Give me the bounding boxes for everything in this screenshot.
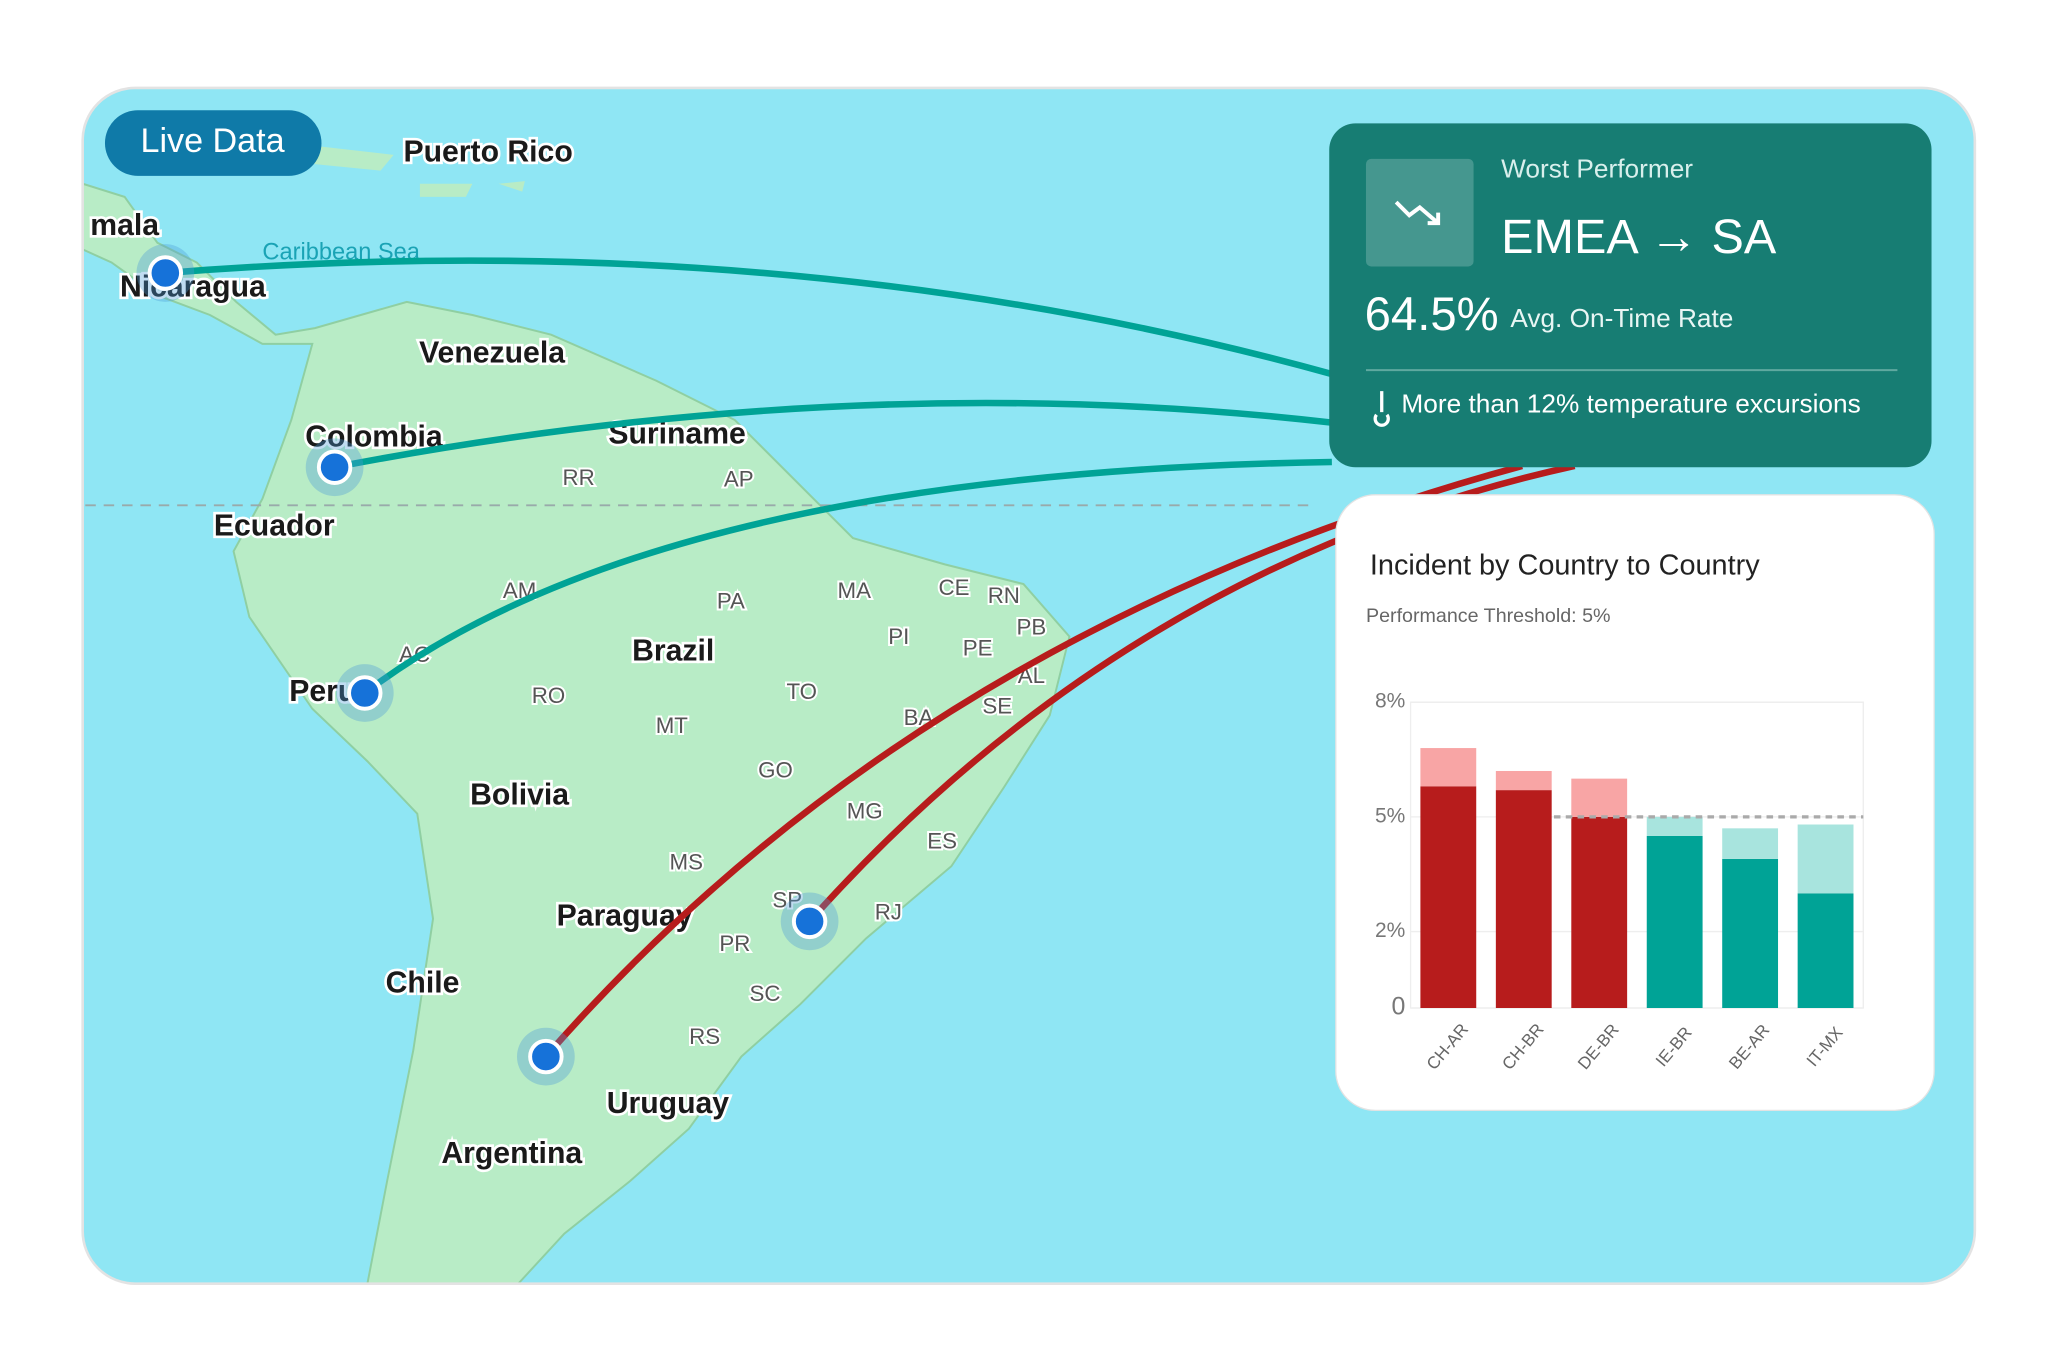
state-label: RJ xyxy=(875,899,902,924)
state-label: SC xyxy=(750,981,781,1006)
state-label: PR xyxy=(719,931,750,956)
state-label: TO xyxy=(786,679,817,704)
state-label: MA xyxy=(838,578,872,603)
bar-segment xyxy=(1722,858,1779,1008)
state-label: MS xyxy=(670,850,703,875)
marker[interactable] xyxy=(780,892,839,951)
state-label: AP xyxy=(724,466,754,491)
bar-segment xyxy=(1571,778,1628,817)
badge-text: Live Data xyxy=(141,122,285,160)
state-label: GO xyxy=(758,758,793,783)
marker[interactable] xyxy=(136,244,195,302)
island xyxy=(301,144,525,197)
y-tick-label: 5% xyxy=(1375,804,1405,827)
card-rate-label: Avg. On-Time Rate xyxy=(1510,303,1733,333)
country-label: Nicaragua xyxy=(120,271,266,304)
bar-segment xyxy=(1797,893,1854,1008)
bar-segment xyxy=(1646,816,1703,836)
state-label: RN xyxy=(988,583,1020,608)
chart-subtitle: Performance Threshold: 5% xyxy=(1366,605,1611,627)
state-label: PA xyxy=(717,588,745,613)
marker[interactable] xyxy=(335,664,394,722)
state-label: ES xyxy=(927,829,957,854)
y-tick-label: 8% xyxy=(1375,690,1405,713)
bar-segment xyxy=(1420,786,1477,1008)
markers xyxy=(136,244,839,1086)
country-label: Paraguay xyxy=(557,899,693,932)
bar-segment xyxy=(1420,748,1477,787)
marker[interactable] xyxy=(516,1027,575,1086)
state-label: RR xyxy=(563,465,595,490)
card-label: Worst Performer xyxy=(1501,154,1693,184)
state-label: RO xyxy=(532,683,565,708)
country-label: Puerto Rico xyxy=(403,136,572,169)
route xyxy=(165,257,1333,378)
bar-segment xyxy=(1495,770,1552,791)
marker[interactable] xyxy=(305,438,364,497)
country-label: Ecuador xyxy=(214,510,335,543)
country-label: Argentina xyxy=(441,1137,582,1170)
country-label: Peru xyxy=(289,675,356,708)
country-label: mala xyxy=(90,209,159,242)
bar-segment xyxy=(1571,816,1628,1008)
card-rate: 64.5% xyxy=(1365,288,1499,341)
state-label: PI xyxy=(888,624,909,649)
chart-card: Incident by Country to Country Performan… xyxy=(1335,494,1935,1112)
state-label: MT xyxy=(656,713,689,738)
bar-segment xyxy=(1646,835,1703,1008)
country-label: Chile xyxy=(386,966,460,999)
bar-segment xyxy=(1797,824,1854,894)
country-label: Brazil xyxy=(632,634,714,667)
card-note: More than 12% temperature excursions xyxy=(1401,388,1860,418)
state-label: PB xyxy=(1016,615,1046,640)
state-label: RS xyxy=(689,1024,720,1049)
route xyxy=(333,399,1333,471)
state-label: SE xyxy=(982,693,1012,718)
live-badge[interactable]: Live Data xyxy=(104,110,322,176)
country-label: Bolivia xyxy=(470,779,569,812)
state-label: PE xyxy=(963,636,993,661)
chart-title: Incident by Country to Country xyxy=(1370,550,1760,582)
card-route: EMEA → SA xyxy=(1501,210,1777,264)
country-label: Uruguay xyxy=(607,1087,730,1120)
worst-card: Worst Performer EMEA → SA 64.5% Avg. On-… xyxy=(1329,123,1932,468)
bar-segment xyxy=(1495,790,1552,1008)
map-frame xyxy=(81,86,1977,1285)
y-tick-label: 2% xyxy=(1375,919,1405,942)
country-label: Venezuela xyxy=(419,336,565,369)
state-label: MG xyxy=(847,798,883,823)
route xyxy=(362,458,1332,696)
y-tick-label: 0 xyxy=(1391,993,1405,1021)
bar-segment xyxy=(1722,828,1779,859)
state-label: CE xyxy=(938,575,969,600)
